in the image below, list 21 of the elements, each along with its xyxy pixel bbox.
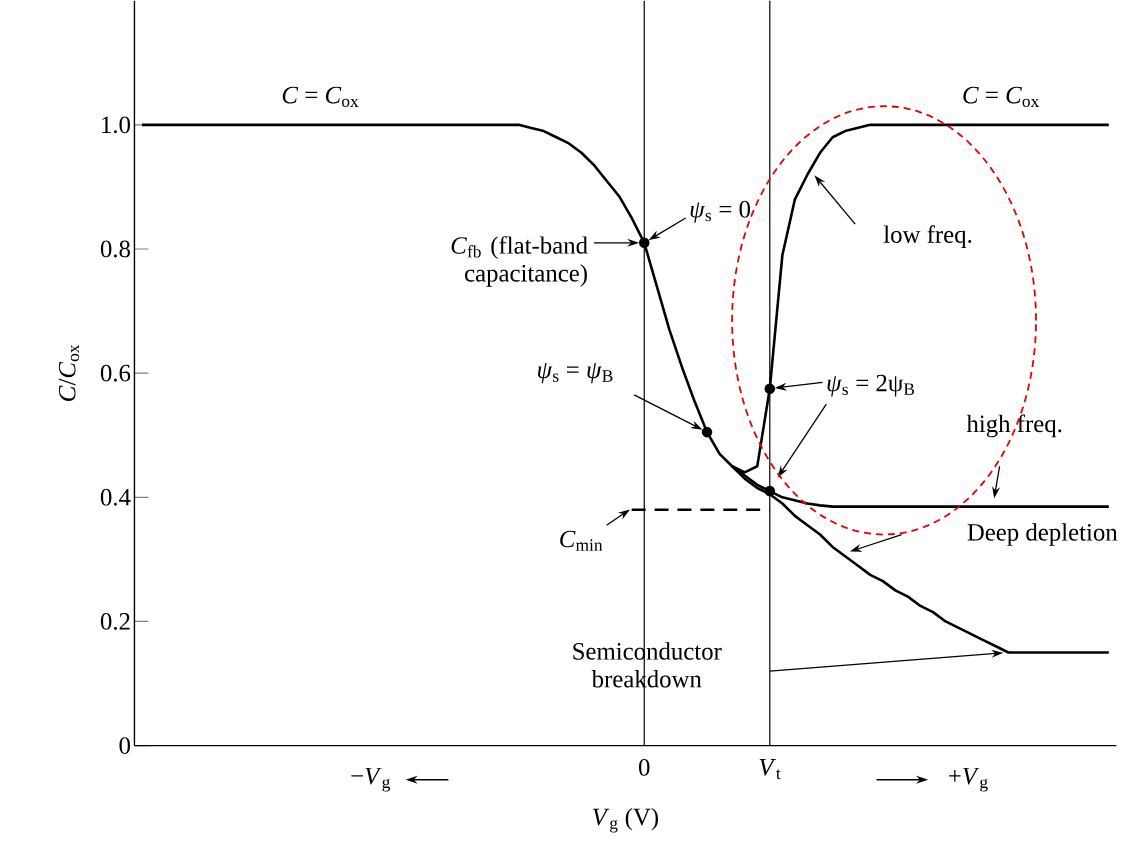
annotation: C = C$_{ox}$: [282, 86, 359, 108]
annotation: low freq.: [883, 225, 972, 248]
y-tick-label: 1.0: [102, 116, 130, 134]
annotation: ψ$_{s}$ = 0: [690, 200, 751, 223]
y-tick-label: 0.4: [100, 488, 131, 506]
annotation: C = C$_{ox}$: [963, 86, 1040, 108]
text: +V$_{g}$: [949, 767, 988, 792]
annotation: high freq.: [966, 414, 1062, 438]
annotation: ψ$_{s}$ = ψ$_{B}$: [538, 362, 613, 384]
x-tick-label: V$_{t}$: [759, 759, 781, 780]
y-tick-label: 0.6: [100, 364, 131, 382]
y-axis-title: C/C$_{ox}$: [58, 344, 80, 401]
text: −V$_{g}$: [351, 767, 391, 792]
x-axis-title: V$_{g}$ (V): [593, 807, 658, 833]
y-tick-label: 0.8: [100, 240, 130, 258]
annotation: C$_{min}$: [560, 530, 603, 551]
y-tick-label: 0: [119, 737, 130, 754]
annotation: C$_{fb}$ (flat-band capacitance): [451, 236, 588, 287]
annotation: ψ$_{s}$ = 2ψ$_{B}$: [827, 374, 915, 397]
annotation: Deep depletion: [967, 523, 1118, 546]
y-tick-label: 0.2: [100, 612, 130, 630]
